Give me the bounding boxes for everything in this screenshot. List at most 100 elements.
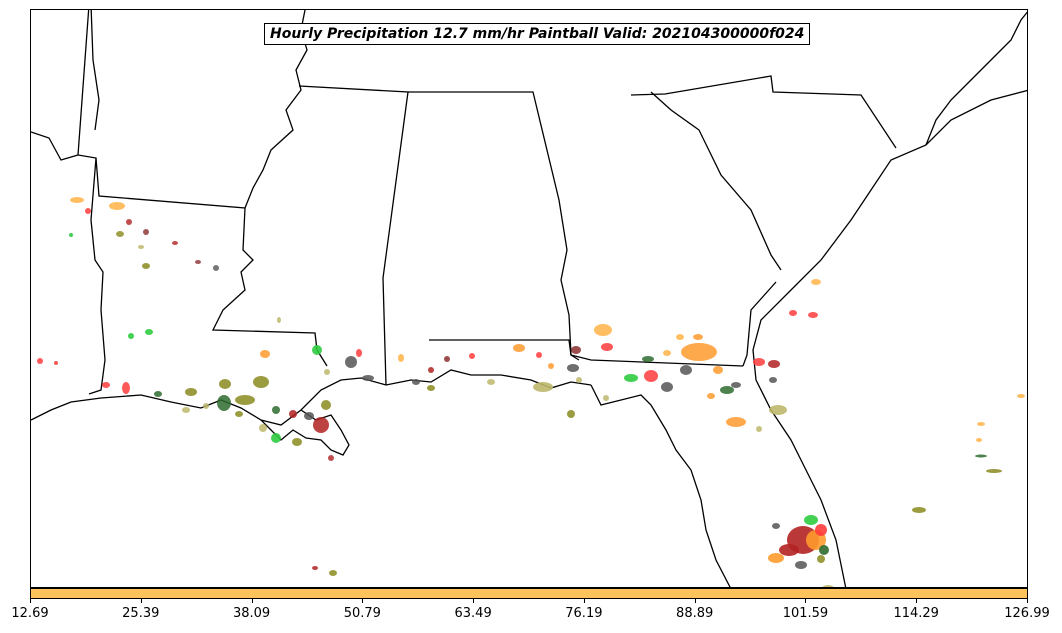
precip-blob bbox=[1017, 394, 1025, 398]
precip-blob bbox=[289, 410, 297, 418]
precip-blob bbox=[808, 312, 818, 318]
precip-blob bbox=[143, 229, 149, 235]
colorbar-tick bbox=[805, 599, 807, 603]
colorbar-tick bbox=[916, 599, 918, 603]
precip-blob bbox=[912, 507, 926, 513]
precip-blob bbox=[122, 382, 130, 394]
precip-blob bbox=[726, 417, 746, 427]
precip-blob bbox=[182, 407, 190, 413]
texas-la-border bbox=[31, 131, 79, 161]
precip-blob bbox=[977, 422, 985, 426]
atlantic-coast bbox=[752, 89, 1027, 587]
precip-blob bbox=[548, 363, 554, 369]
precip-blob bbox=[567, 364, 579, 372]
precip-blob bbox=[815, 524, 827, 536]
colorbar-tick bbox=[473, 599, 475, 603]
precip-blob bbox=[345, 356, 357, 368]
precip-blob bbox=[217, 395, 231, 411]
colorbar-tick-label: 101.59 bbox=[782, 606, 829, 621]
precip-blob bbox=[398, 354, 404, 362]
precip-blob bbox=[571, 346, 581, 354]
precip-blob bbox=[594, 324, 612, 336]
map-canvas bbox=[31, 10, 1027, 587]
precip-blob bbox=[756, 426, 762, 432]
colorbar-tick-label: 50.79 bbox=[343, 606, 381, 621]
precip-blob bbox=[676, 334, 684, 340]
precip-blob bbox=[536, 352, 542, 358]
precip-blob bbox=[753, 358, 765, 366]
precip-blob bbox=[219, 379, 231, 389]
precip-blob bbox=[154, 391, 162, 397]
precip-blob bbox=[768, 553, 784, 563]
colorbar-tick bbox=[30, 599, 31, 603]
precip-blob bbox=[663, 350, 671, 356]
precip-blob bbox=[680, 365, 692, 375]
map-frame: Hourly Precipitation 12.7 mm/hr Paintbal… bbox=[30, 9, 1028, 588]
precip-blob bbox=[260, 350, 270, 358]
al-fl-border bbox=[429, 339, 744, 367]
precip-blob bbox=[213, 265, 219, 271]
precip-blob bbox=[720, 386, 734, 394]
precip-blob bbox=[272, 406, 280, 414]
colorbar-tick-label: 76.19 bbox=[565, 606, 603, 621]
precip-blob bbox=[642, 356, 654, 362]
colorbar-tick bbox=[251, 599, 253, 603]
precip-blob bbox=[681, 343, 717, 361]
precip-blob bbox=[779, 544, 799, 556]
colorbar-tick bbox=[362, 599, 364, 603]
precip-blob bbox=[172, 241, 178, 245]
precip-blob bbox=[444, 356, 450, 362]
precip-blob bbox=[795, 561, 807, 569]
precip-blob bbox=[789, 310, 797, 316]
precip-blob bbox=[277, 317, 281, 323]
precip-blob bbox=[304, 412, 314, 420]
precip-blob bbox=[804, 515, 818, 525]
precip-blob bbox=[469, 353, 475, 359]
ms-al-border bbox=[298, 85, 409, 386]
precip-blob bbox=[102, 382, 110, 388]
precip-blob bbox=[324, 369, 330, 375]
colorbar bbox=[30, 588, 1028, 599]
precip-blob bbox=[731, 382, 741, 388]
florida-gulf-coast bbox=[590, 384, 731, 587]
al-ga-border bbox=[408, 91, 580, 361]
colorbar-tick-label: 126.99 bbox=[1004, 606, 1050, 621]
precip-blob bbox=[693, 334, 703, 340]
precip-blob bbox=[601, 343, 613, 351]
precip-blob bbox=[817, 555, 825, 563]
precip-blob bbox=[253, 376, 269, 388]
precip-blob bbox=[329, 570, 337, 576]
precip-blob bbox=[819, 545, 829, 555]
precip-blob bbox=[116, 231, 124, 237]
colorbar-tick-label: 25.39 bbox=[122, 606, 160, 621]
precip-blob bbox=[412, 379, 420, 385]
precip-blob bbox=[185, 388, 197, 396]
precip-blob bbox=[235, 395, 255, 405]
precip-blob bbox=[142, 263, 150, 269]
precip-blob bbox=[533, 382, 553, 392]
precip-blob bbox=[312, 345, 322, 355]
colorbar-tick-label: 38.09 bbox=[232, 606, 271, 621]
nc-sc-border bbox=[630, 75, 897, 149]
precip-blob bbox=[69, 233, 73, 237]
precip-blob bbox=[661, 382, 673, 392]
precip-blob bbox=[312, 566, 318, 570]
precipitation-blobs bbox=[37, 197, 1025, 587]
precip-blob bbox=[292, 438, 302, 446]
colorbar-tick bbox=[1027, 599, 1028, 603]
ark-la-border bbox=[77, 10, 328, 367]
precip-blob bbox=[567, 410, 575, 418]
colorbar-tick-label: 114.29 bbox=[893, 606, 939, 621]
precip-blob bbox=[811, 279, 821, 285]
gulf-coast-west bbox=[31, 369, 592, 426]
precip-blob bbox=[428, 367, 434, 373]
precip-blob bbox=[576, 377, 582, 383]
colorbar-tick bbox=[583, 599, 585, 603]
state-boundaries bbox=[31, 10, 1027, 587]
precip-blob bbox=[975, 454, 987, 458]
carolina-coast bbox=[925, 11, 1027, 146]
precip-blob bbox=[427, 385, 435, 391]
precip-blob bbox=[356, 349, 362, 357]
colorbar-tick-label: 88.89 bbox=[676, 606, 714, 621]
precip-blob bbox=[713, 366, 723, 374]
